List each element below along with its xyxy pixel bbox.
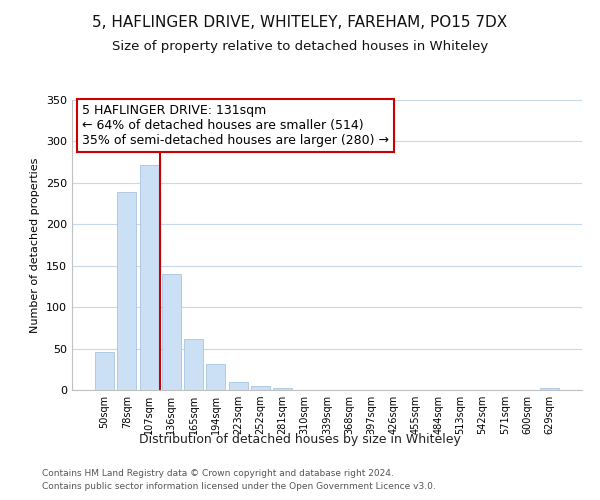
Bar xyxy=(251,386,270,390)
Bar xyxy=(184,340,203,390)
Y-axis label: Number of detached properties: Number of detached properties xyxy=(31,158,40,332)
Bar xyxy=(118,192,136,390)
Bar xyxy=(95,352,114,390)
Bar xyxy=(206,364,225,390)
Bar xyxy=(140,164,158,390)
Text: Contains HM Land Registry data © Crown copyright and database right 2024.: Contains HM Land Registry data © Crown c… xyxy=(42,468,394,477)
Bar xyxy=(162,274,181,390)
Bar xyxy=(229,382,248,390)
Text: Size of property relative to detached houses in Whiteley: Size of property relative to detached ho… xyxy=(112,40,488,53)
Bar xyxy=(540,388,559,390)
Bar xyxy=(273,388,292,390)
Text: 5 HAFLINGER DRIVE: 131sqm
← 64% of detached houses are smaller (514)
35% of semi: 5 HAFLINGER DRIVE: 131sqm ← 64% of detac… xyxy=(82,104,389,148)
Text: 5, HAFLINGER DRIVE, WHITELEY, FAREHAM, PO15 7DX: 5, HAFLINGER DRIVE, WHITELEY, FAREHAM, P… xyxy=(92,15,508,30)
Text: Distribution of detached houses by size in Whiteley: Distribution of detached houses by size … xyxy=(139,434,461,446)
Text: Contains public sector information licensed under the Open Government Licence v3: Contains public sector information licen… xyxy=(42,482,436,491)
